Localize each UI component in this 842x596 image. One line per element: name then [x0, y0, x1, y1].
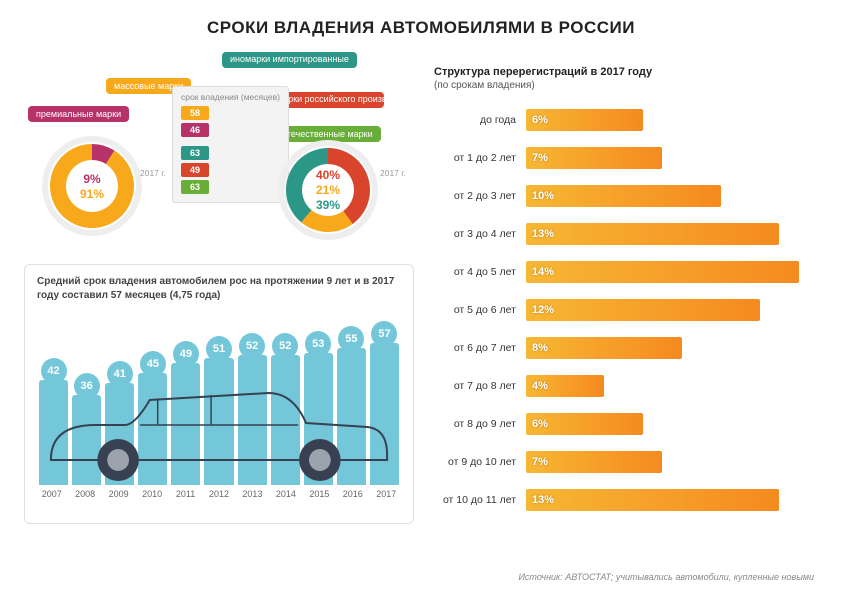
hbar-fill: 6%: [526, 413, 643, 435]
car-year: 2008: [70, 489, 99, 499]
hbar-row: от 9 до 10 лет7%: [434, 443, 818, 481]
donut-pct: 39%: [316, 198, 340, 212]
car-year: 2010: [137, 489, 166, 499]
car-bar-value: 53: [305, 331, 331, 357]
hbar-label: от 7 до 8 лет: [434, 380, 526, 392]
hbar-fill: 8%: [526, 337, 682, 359]
hbar-fill: 12%: [526, 299, 760, 321]
hbar-fill: 7%: [526, 451, 662, 473]
tag-premium: премиальные марки: [28, 106, 129, 122]
tag-import: иномарки импортированные: [222, 52, 357, 68]
mid-header: срок владения (месяцев): [181, 93, 280, 102]
hbar-pct: 10%: [526, 190, 554, 202]
hbar-row: от 3 до 4 лет13%: [434, 215, 818, 253]
avg-ownership-chart: Средний срок владения автомобилем рос на…: [24, 264, 414, 524]
hbar-row: от 10 до 11 лет13%: [434, 481, 818, 519]
month-cell: 63: [181, 180, 209, 194]
car-year: 2017: [372, 489, 401, 499]
hbar-fill: 4%: [526, 375, 604, 397]
month-cell: 63: [181, 146, 209, 160]
hbar-row: от 4 до 5 лет14%: [434, 253, 818, 291]
month-cell: 58: [181, 106, 209, 120]
hbar-pct: 4%: [526, 380, 548, 392]
hbar-label: от 4 до 5 лет: [434, 266, 526, 278]
source-note: Источник: АВТОСТАТ; учитывались автомоби…: [518, 572, 814, 582]
hbar-fill: 13%: [526, 489, 779, 511]
hbar-label: от 1 до 2 лет: [434, 152, 526, 164]
hbar-label: от 5 до 6 лет: [434, 304, 526, 316]
hbar-subtitle: (по срокам владения): [434, 80, 818, 91]
hbar-label: от 9 до 10 лет: [434, 456, 526, 468]
donut-origin: 40%21%39%: [278, 140, 378, 240]
hbar-title: Структура перерегистраций в 2017 году: [434, 66, 818, 78]
car-year: 2015: [305, 489, 334, 499]
hbar-label: от 8 до 9 лет: [434, 418, 526, 430]
hbar-pct: 13%: [526, 494, 554, 506]
hbar-label: от 3 до 4 лет: [434, 228, 526, 240]
hbar-pct: 6%: [526, 418, 548, 430]
hbar-pct: 14%: [526, 266, 554, 278]
car-caption: Средний срок владения автомобилем рос на…: [37, 275, 401, 302]
hbar-pct: 8%: [526, 342, 548, 354]
hbar-row: от 8 до 9 лет6%: [434, 405, 818, 443]
donut-pct: 91%: [80, 187, 104, 201]
car-year: 2011: [171, 489, 200, 499]
car-year: 2007: [37, 489, 66, 499]
hbar-fill: 13%: [526, 223, 779, 245]
hbar-label: до года: [434, 114, 526, 126]
hbar-chart: до года6%от 1 до 2 лет7%от 2 до 3 лет10%…: [434, 101, 818, 519]
top-infographic: премиальные марки массовые марки иномарк…: [24, 48, 414, 258]
hbar-fill: 10%: [526, 185, 721, 207]
car-bar-value: 57: [371, 321, 397, 347]
car-year: 2014: [271, 489, 300, 499]
page-title: СРОКИ ВЛАДЕНИЯ АВТОМОБИЛЯМИ В РОССИИ: [0, 0, 842, 48]
month-cell: 46: [181, 123, 209, 137]
donut2-year: 2017 г.: [380, 168, 406, 178]
hbar-pct: 13%: [526, 228, 554, 240]
hbar-fill: 14%: [526, 261, 799, 283]
ownership-months-box: срок владения (месяцев) 58 46 63 49 63: [172, 86, 289, 203]
hbar-label: от 2 до 3 лет: [434, 190, 526, 202]
car-year: 2016: [338, 489, 367, 499]
car-bar-value: 55: [338, 326, 364, 352]
hbar-pct: 6%: [526, 114, 548, 126]
hbar-row: от 2 до 3 лет10%: [434, 177, 818, 215]
hbar-pct: 7%: [526, 456, 548, 468]
hbar-pct: 7%: [526, 152, 548, 164]
hbar-row: от 5 до 6 лет12%: [434, 291, 818, 329]
hbar-row: от 1 до 2 лет7%: [434, 139, 818, 177]
donut-premium-mass: 9%91%: [42, 136, 142, 236]
hbar-fill: 6%: [526, 109, 643, 131]
donut1-year: 2017 г.: [140, 168, 166, 178]
car-silhouette: [41, 355, 397, 485]
hbar-row: от 7 до 8 лет4%: [434, 367, 818, 405]
hbar-fill: 7%: [526, 147, 662, 169]
car-year: 2012: [204, 489, 233, 499]
donut-pct: 9%: [83, 172, 100, 186]
donut-pct: 21%: [316, 183, 340, 197]
hbar-row: от 6 до 7 лет8%: [434, 329, 818, 367]
hbar-label: от 6 до 7 лет: [434, 342, 526, 354]
car-year: 2009: [104, 489, 133, 499]
hbar-pct: 12%: [526, 304, 554, 316]
car-year: 2013: [238, 489, 267, 499]
hbar-row: до года6%: [434, 101, 818, 139]
month-cell: 49: [181, 163, 209, 177]
hbar-label: от 10 до 11 лет: [434, 494, 526, 506]
donut-pct: 40%: [316, 168, 340, 182]
